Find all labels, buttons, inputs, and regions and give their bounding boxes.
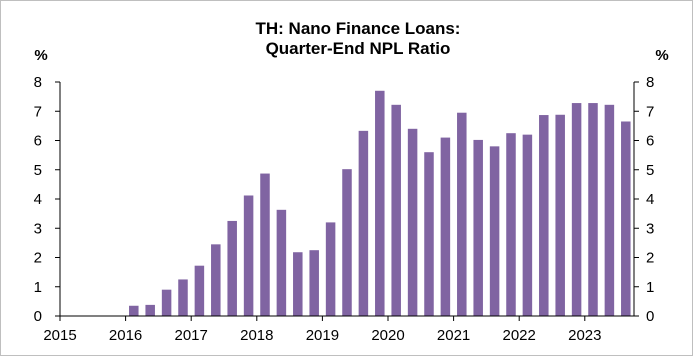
x-tick-label-4: 2019 [306,327,339,344]
bar-1 [145,304,155,316]
right-tick-label-7: 7 [646,103,654,120]
bar-14 [358,130,369,316]
x-tick-label-1: 2016 [109,327,142,344]
bar-30 [621,121,631,317]
left-tick-label-1: 1 [34,279,42,296]
bar-6 [227,220,237,316]
bar-28 [588,103,598,316]
x-tick-label-8: 2023 [568,327,601,344]
right-tick-label-4: 4 [646,191,654,208]
right-tick-label-3: 3 [646,220,654,237]
x-tick-label-2: 2017 [175,327,208,344]
bar-5 [211,244,221,316]
bar-15 [375,90,385,316]
right-tick-label-2: 2 [646,250,654,267]
x-tick-label-0: 2015 [43,327,76,344]
bar-13 [342,169,352,316]
bar-9 [276,209,287,316]
bar-24 [522,134,533,316]
right-y-axis: 0 1 2 3 4 5 6 7 8 [633,74,654,325]
left-tick-label-3: 3 [34,220,42,237]
right-tick-label-1: 1 [646,279,654,296]
bar-2 [161,289,172,316]
bar-series [129,90,631,317]
right-tick-label-0: 0 [646,308,654,325]
bar-0 [129,305,139,316]
x-tick-label-5: 2020 [371,327,404,344]
left-tick-label-4: 4 [34,191,42,208]
bar-20 [457,112,467,317]
left-tick-label-7: 7 [34,103,42,120]
bar-7 [243,195,254,316]
x-tick-label-6: 2021 [437,327,470,344]
bar-26 [555,114,565,316]
left-tick-label-5: 5 [34,162,42,179]
bar-19 [440,137,451,316]
chart-title-line-1: TH: Nano Finance Loans: [256,19,461,38]
left-tick-label-2: 2 [34,250,42,267]
left-axis-unit-label: % [34,47,47,64]
left-tick-label-0: 0 [34,308,42,325]
bar-11 [309,250,319,316]
bar-29 [604,104,615,316]
left-y-axis: 0 1 2 3 4 5 6 7 8 [34,74,61,325]
bar-8 [260,173,270,316]
x-axis: 2015 2016 2017 2018 2019 2020 2021 2022 2023 [43,315,634,344]
x-tick-label-7: 2022 [503,327,536,344]
bar-23 [506,133,516,316]
bar-12 [325,222,336,316]
left-tick-label-8: 8 [34,74,42,91]
right-tick-label-5: 5 [646,162,654,179]
bar-27 [571,103,582,316]
bar-3 [178,279,188,316]
bar-22 [489,146,500,316]
bar-25 [539,115,549,316]
x-tick-label-3: 2018 [240,327,273,344]
bar-10 [293,252,303,316]
bar-4 [194,265,205,316]
bar-18 [424,152,434,316]
bar-21 [473,139,483,316]
right-tick-label-8: 8 [646,74,654,91]
bar-17 [407,128,418,316]
left-tick-label-6: 6 [34,133,42,150]
chart-title-line-2: Quarter-End NPL Ratio [266,39,451,58]
bar-16 [391,104,401,316]
right-tick-label-6: 6 [646,133,654,150]
right-axis-unit-label: % [655,47,668,64]
